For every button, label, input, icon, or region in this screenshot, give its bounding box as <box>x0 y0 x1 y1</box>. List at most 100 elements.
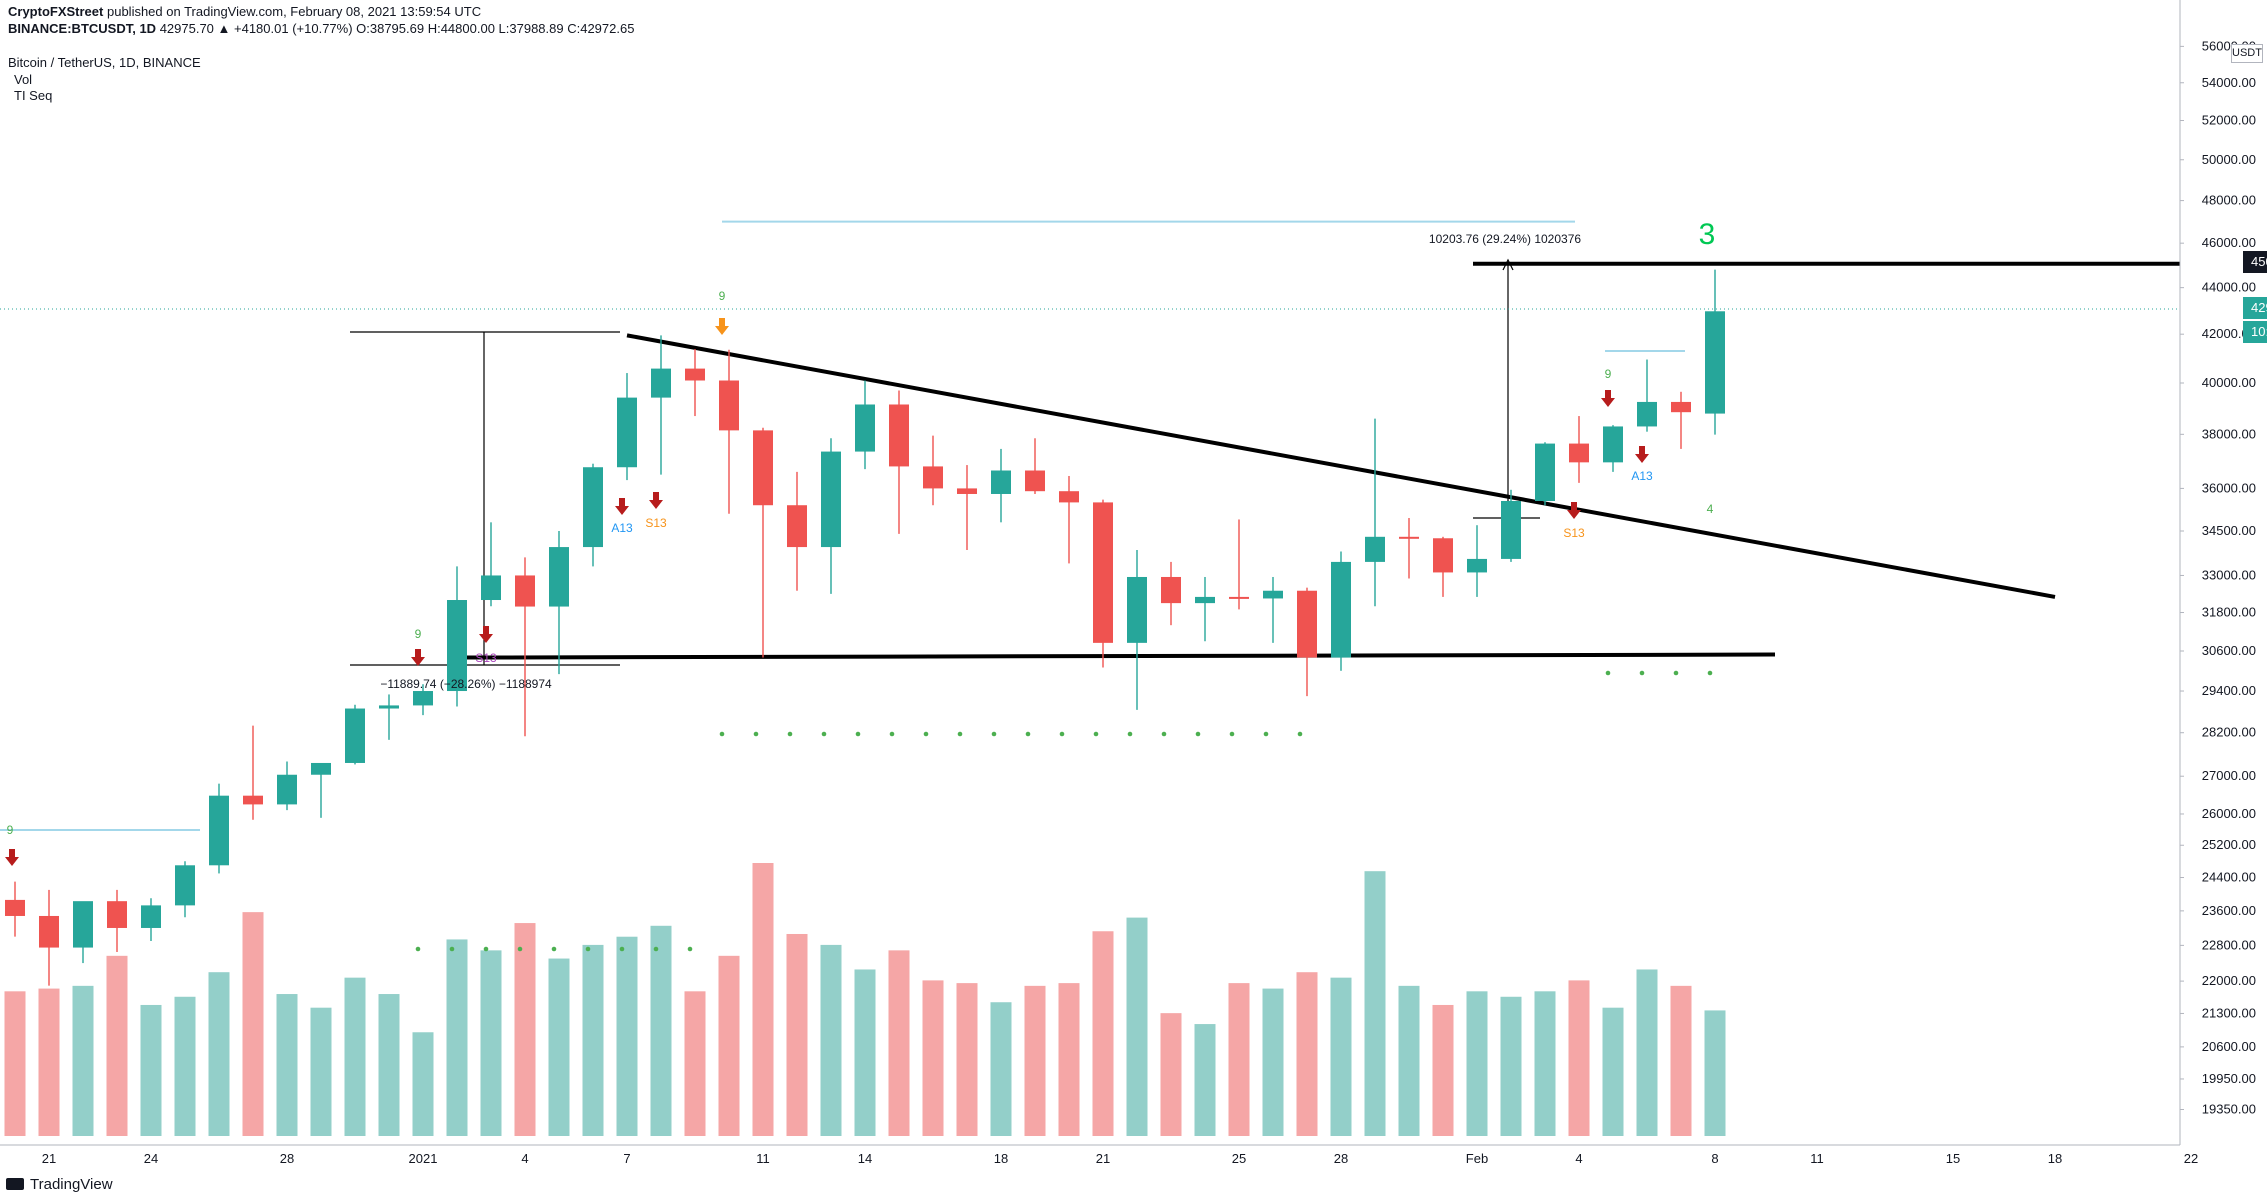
tiseq-dot-lower <box>1297 731 1303 737</box>
volume-bar <box>276 994 298 1136</box>
indicator-vol-label[interactable]: Vol <box>14 72 33 87</box>
tiseq-dot-lower <box>1025 731 1031 737</box>
time-tick-label: 21 <box>1096 1151 1110 1166</box>
instrument-title[interactable]: Bitcoin / TetherUS, 1D, BINANCE <box>8 55 201 70</box>
time-tick-label: 2021 <box>409 1151 438 1166</box>
time-tick-label: 14 <box>858 1151 872 1166</box>
volume-bar <box>1670 985 1692 1136</box>
tiseq-count-label: 9 <box>719 289 726 303</box>
volume-bar <box>480 950 502 1136</box>
candle-body <box>1297 590 1317 658</box>
candle-body <box>957 488 977 494</box>
price-tick-label: 21300.00 <box>2202 1005 2256 1020</box>
volume-bar <box>4 991 26 1136</box>
time-tick-label: 18 <box>994 1151 1008 1166</box>
candle-body <box>787 505 807 548</box>
candle-body <box>1059 491 1079 503</box>
volume-bar <box>1602 1007 1624 1136</box>
volume-bar <box>1432 1004 1454 1136</box>
candle-body <box>1671 401 1691 413</box>
tradingview-logo[interactable]: TradingView <box>6 1176 113 1193</box>
candle-body <box>1569 443 1589 463</box>
tiseq-dot-right <box>1707 670 1713 676</box>
volume-bar <box>650 925 672 1136</box>
volume-bar <box>854 969 876 1136</box>
volume-bar <box>208 972 230 1136</box>
sell-arrow-icon <box>649 492 663 509</box>
candle-body <box>1705 311 1725 414</box>
candle-body <box>685 368 705 381</box>
volume-bar <box>310 1007 332 1136</box>
candle-body <box>1229 596 1249 599</box>
volume-bar <box>684 991 706 1136</box>
price-tick-label: 22800.00 <box>2202 937 2256 952</box>
volume-bar <box>990 1002 1012 1136</box>
tiseq-count-label: 9 <box>7 823 14 837</box>
price-tick-label: 33000.00 <box>2202 567 2256 582</box>
candle-body <box>923 466 943 489</box>
candle-body <box>447 600 467 692</box>
price-tick-label: 48000.00 <box>2202 193 2256 208</box>
volume-bar <box>922 980 944 1136</box>
ohlc-line: BINANCE:BTCUSDT, 1D 42975.70 ▲ +4180.01 … <box>8 21 634 36</box>
price-tick-label: 42000.00 <box>2202 326 2256 341</box>
tiseq-dot-lower <box>787 731 793 737</box>
tiseq-dot-lower <box>753 731 759 737</box>
candle-body <box>1195 596 1215 604</box>
time-tick-label: 25 <box>1232 1151 1246 1166</box>
tiseq-dot-lower <box>1161 731 1167 737</box>
price-tick-label: 27000.00 <box>2202 768 2256 783</box>
candle-body <box>73 901 93 948</box>
tiseq-dot-lower <box>1127 731 1133 737</box>
sell-arrow-icon <box>1567 502 1581 519</box>
tiseq-dots <box>415 670 1713 952</box>
indicator-tiseq-label[interactable]: TI Seq <box>14 88 53 103</box>
volume-bar <box>1398 985 1420 1136</box>
publish-line: CryptoFXStreet published on TradingView.… <box>8 4 481 19</box>
tiseq-dot-upper <box>551 946 557 952</box>
high-price-tag: 45062.65 <box>2243 251 2267 273</box>
tiseq-dot-upper <box>687 946 693 952</box>
currency-unit-box[interactable]: USDT <box>2231 44 2263 63</box>
price-tick-label: 29400.00 <box>2202 683 2256 698</box>
candle-body <box>1399 536 1419 539</box>
tiseq-count-label: S13 <box>475 651 497 665</box>
price-tick-label: 22000.00 <box>2202 973 2256 988</box>
price-tick-label: 19350.00 <box>2202 1102 2256 1117</box>
last-price-tag: 42972.65 <box>2243 297 2267 319</box>
volume-bar <box>548 958 570 1136</box>
volume-bar <box>1636 969 1658 1136</box>
candle-body <box>481 575 501 601</box>
volume-bar <box>718 955 740 1136</box>
tiseq-marks: 9 9 9 9 A13 S13 A13 S13 S13 4 <box>5 289 1714 866</box>
volume-bar <box>1364 871 1386 1136</box>
volume-bar <box>1160 1013 1182 1136</box>
volume-bars <box>4 863 1726 1136</box>
candle-body <box>311 762 331 775</box>
candle-body <box>39 915 59 948</box>
tiseq-dot-lower <box>1263 731 1269 737</box>
candle-body <box>1127 576 1147 643</box>
price-tick-label: 26000.00 <box>2202 806 2256 821</box>
tiseq-count-label: A13 <box>611 521 633 535</box>
price-tick-label: 34500.00 <box>2202 523 2256 538</box>
volume-bar <box>1568 980 1590 1136</box>
publisher-name: CryptoFXStreet <box>8 4 104 19</box>
volume-bar <box>106 955 128 1136</box>
candle-body <box>1603 426 1623 463</box>
chart-annotations: 10203.76 (29.24%) 1020376 −11889.74 (−28.… <box>380 218 1715 691</box>
candle-body <box>277 774 297 805</box>
price-tick-label: 44000.00 <box>2202 280 2256 295</box>
volume-bar <box>1330 977 1352 1136</box>
price-tick-label: 30600.00 <box>2202 643 2256 658</box>
candle-body <box>107 901 127 928</box>
price-tick-label: 31800.00 <box>2202 605 2256 620</box>
volume-bar <box>1126 917 1148 1136</box>
candle-body <box>1093 502 1113 643</box>
volume-bar <box>956 983 978 1136</box>
candle-body <box>1263 590 1283 599</box>
candle-body <box>719 380 739 431</box>
volume-bar <box>820 944 842 1136</box>
tiseq-dot-upper <box>517 946 523 952</box>
